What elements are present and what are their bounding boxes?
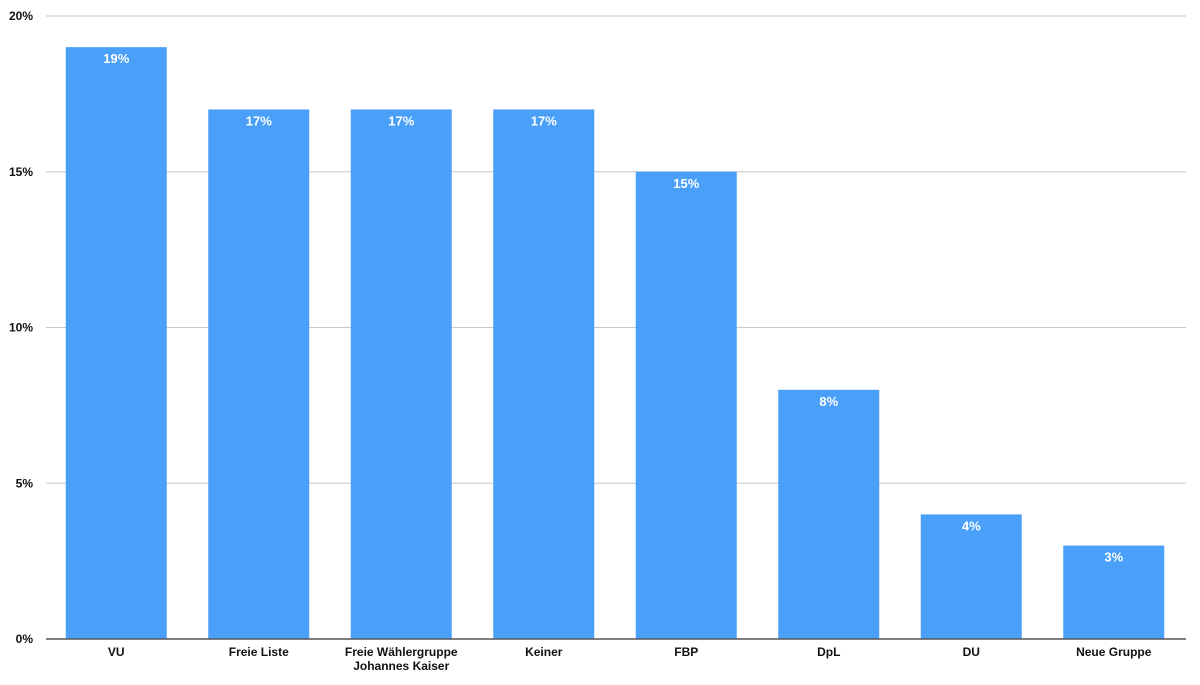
y-tick-label: 20% xyxy=(9,9,33,23)
y-tick-label: 5% xyxy=(16,476,34,490)
x-tick-label: DpL xyxy=(817,645,840,659)
bar xyxy=(1063,545,1165,639)
data-label: 3% xyxy=(1104,550,1123,565)
y-tick-label: 10% xyxy=(9,321,33,335)
bar xyxy=(493,109,595,639)
x-tick-label: Freie Liste xyxy=(229,645,289,659)
x-tick-label: FBP xyxy=(674,645,698,659)
data-label: 17% xyxy=(531,113,557,128)
bar xyxy=(350,109,452,639)
data-label: 4% xyxy=(962,518,981,533)
y-tick-label: 0% xyxy=(16,632,34,646)
data-label: 15% xyxy=(673,176,699,191)
x-tick-label: Neue Gruppe xyxy=(1076,645,1152,659)
x-tick-label: Freie Wählergruppe Johannes Kaiser xyxy=(345,645,458,673)
bar xyxy=(635,171,737,639)
bar xyxy=(208,109,310,639)
x-tick-label: Keiner xyxy=(525,645,563,659)
bar xyxy=(65,47,167,639)
data-label: 19% xyxy=(103,51,129,66)
bar xyxy=(778,389,880,639)
x-tick-label: DU xyxy=(963,645,980,659)
data-label: 17% xyxy=(388,113,414,128)
y-tick-label: 15% xyxy=(9,165,33,179)
data-label: 8% xyxy=(819,394,838,409)
x-tick-label: VU xyxy=(108,645,125,659)
data-label: 17% xyxy=(246,113,272,128)
bar xyxy=(920,514,1022,639)
